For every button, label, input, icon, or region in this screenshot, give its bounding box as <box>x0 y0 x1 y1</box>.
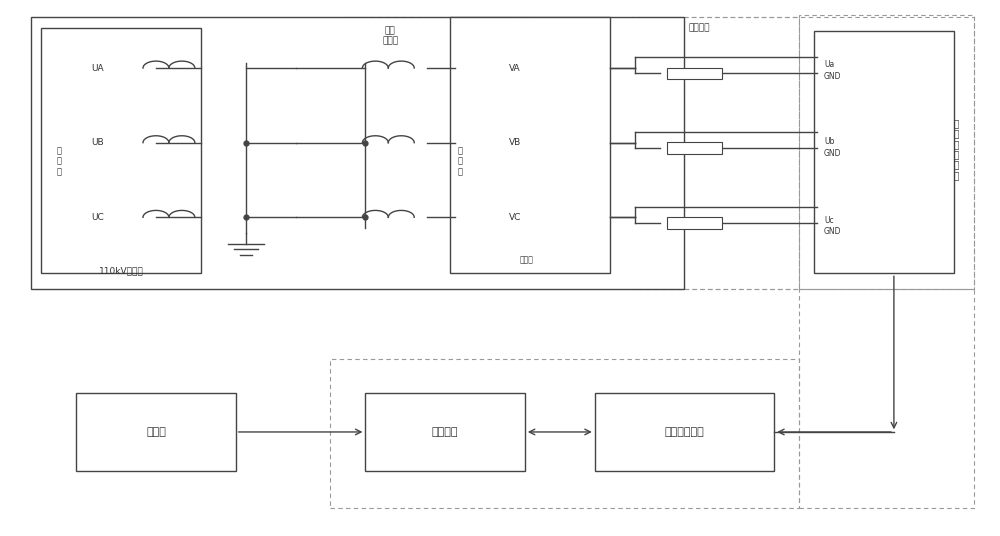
Bar <box>667 68 722 79</box>
Bar <box>816 106 874 180</box>
Bar <box>816 33 874 106</box>
Bar <box>41 28 201 273</box>
Text: VB: VB <box>509 138 521 147</box>
Bar <box>816 180 874 271</box>
Bar <box>345 17 535 273</box>
Text: VC: VC <box>509 213 521 222</box>
Text: 电流
变换器: 电流 变换器 <box>382 26 398 46</box>
Text: VA: VA <box>509 64 521 72</box>
Bar <box>76 393 236 471</box>
Bar <box>31 17 684 289</box>
Text: 一
次
侧: 一 次 侧 <box>57 146 62 176</box>
Text: UA: UA <box>91 64 104 72</box>
Bar <box>330 359 799 508</box>
Bar <box>455 249 600 271</box>
Text: Ua: Ua <box>824 60 834 69</box>
Bar <box>630 17 799 289</box>
Bar <box>450 17 610 273</box>
Text: UC: UC <box>91 213 104 222</box>
Text: 110kV变压器: 110kV变压器 <box>99 266 143 275</box>
Text: UB: UB <box>91 138 104 147</box>
Bar <box>595 393 774 471</box>
Bar <box>667 142 722 154</box>
Text: 二次侧: 二次侧 <box>520 256 534 264</box>
Text: 监
测
采
集
单
元: 监 测 采 集 单 元 <box>954 120 959 181</box>
Text: GND: GND <box>824 149 842 158</box>
Text: GND: GND <box>824 71 842 80</box>
Text: 中央处理单元: 中央处理单元 <box>665 427 704 437</box>
Text: GND: GND <box>824 227 842 236</box>
Bar <box>799 289 974 508</box>
Text: 通讯单元: 通讯单元 <box>432 427 458 437</box>
Text: Uc: Uc <box>824 215 834 225</box>
Bar <box>814 31 954 273</box>
Bar <box>365 393 525 471</box>
Text: 无感电阻: 无感电阻 <box>689 24 710 33</box>
Text: 上位机: 上位机 <box>146 427 166 437</box>
Bar <box>799 14 974 289</box>
Text: Ub: Ub <box>824 137 834 146</box>
Text: 二
次
侧: 二 次 侧 <box>457 146 462 176</box>
Bar <box>667 217 722 228</box>
Bar <box>684 17 974 289</box>
